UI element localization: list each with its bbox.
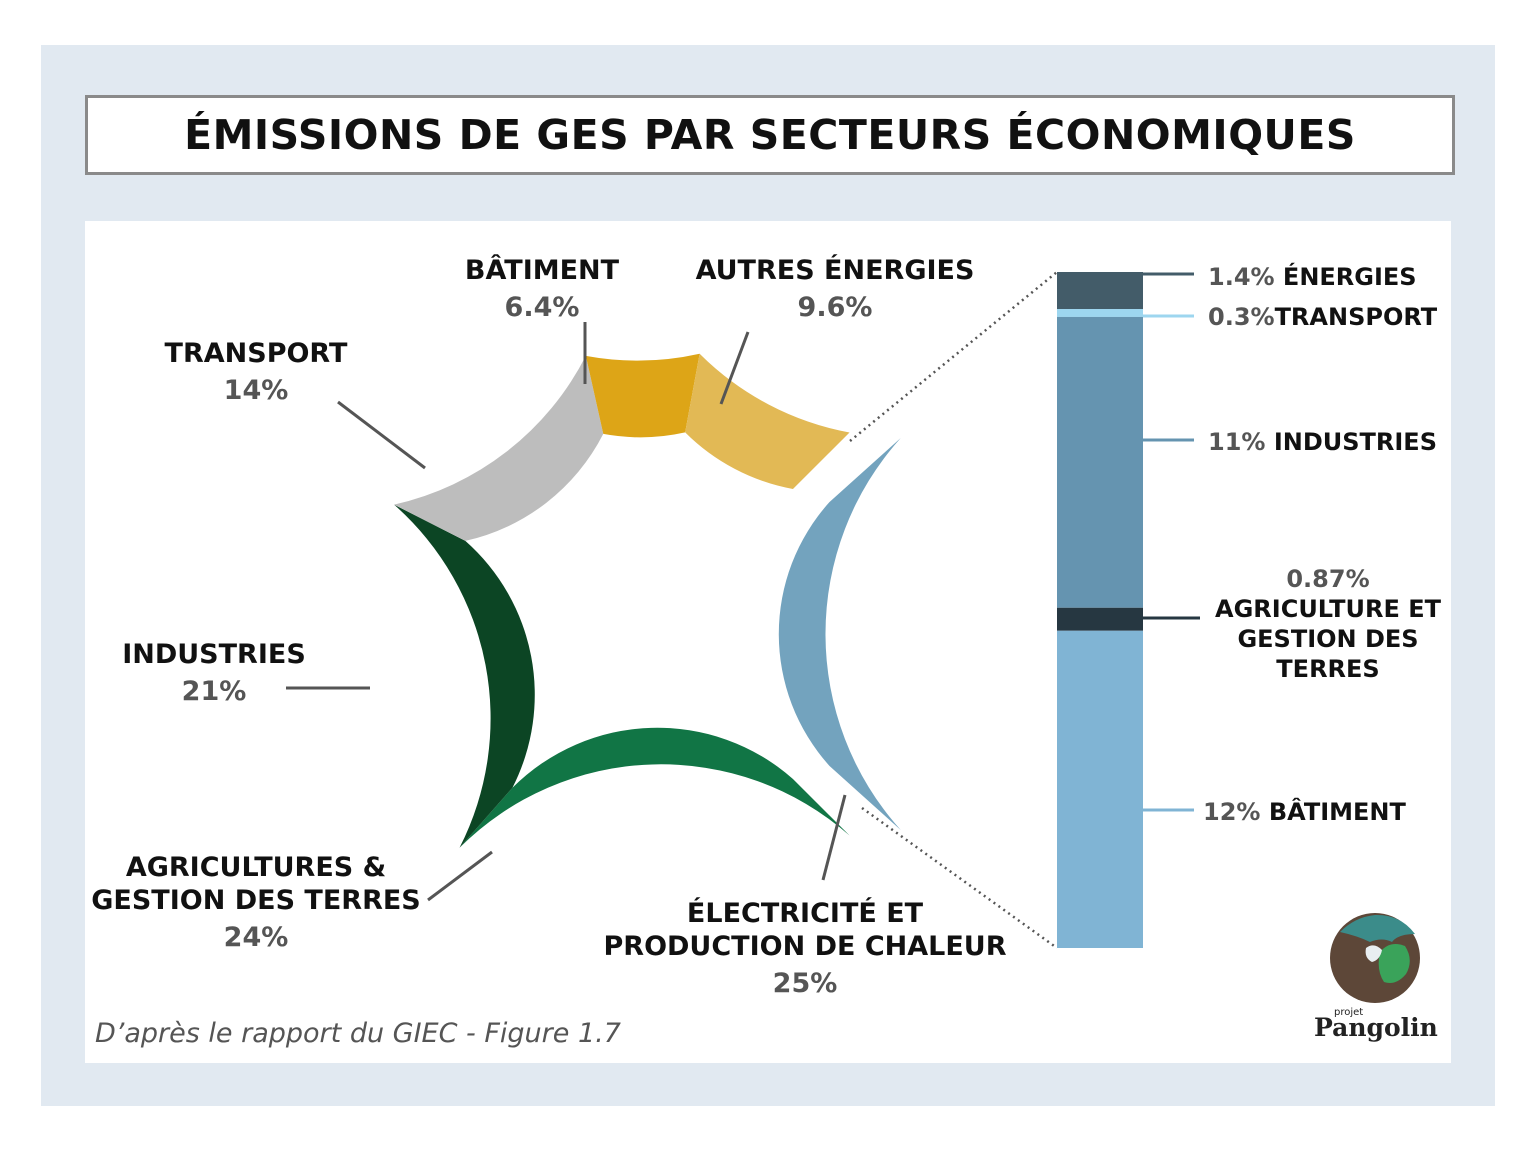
value-label-industries: 21%: [182, 676, 247, 707]
stacked-bar: [1057, 272, 1143, 948]
bar-value-energies: 1.4%: [1208, 263, 1283, 291]
logo-animal: [1365, 945, 1382, 962]
donut-slice-transport: [394, 355, 604, 541]
bar-label-energies: 1.4% ÉNERGIES: [1208, 262, 1417, 291]
donut-slice-batiment: [585, 353, 700, 438]
label-autres-energies: AUTRES ÉNERGIES: [696, 254, 975, 286]
logo-land: [1378, 944, 1410, 983]
bar-label-transport: 0.3%TRANSPORT: [1208, 303, 1438, 331]
bar-value-transport: 0.3%: [1208, 303, 1275, 331]
donut-slice-agricultures-gestion-des-terres: [459, 727, 850, 848]
logo-caption-name: Pangolin: [1314, 1013, 1438, 1042]
label-industries: INDUSTRIES: [122, 639, 306, 670]
value-label-electricite-et-production-de-chaleur: 25%: [773, 968, 838, 999]
logo-sea: [1340, 914, 1415, 942]
bar-label-agriculture-et-gestion-des-terres: AGRICULTURE ET GESTION DES TERRES: [1215, 595, 1442, 683]
label-line: GESTION DES TERRES: [91, 885, 421, 916]
value-label-batiment: 6.4%: [505, 292, 580, 323]
bar-name-batiment: BÂTIMENT: [1269, 797, 1407, 826]
bar-value-industries: 11%: [1208, 428, 1274, 456]
donut-slice-industries: [394, 504, 535, 848]
label-line: TERRES: [1276, 655, 1379, 683]
bar-label-batiment: 12% BÂTIMENT: [1203, 797, 1406, 826]
bar-segment-industries: [1057, 316, 1143, 608]
bar-value-agriculture-et-gestion-des-terres: 0.87%: [1286, 565, 1369, 593]
bar-segment-energies: [1057, 272, 1143, 310]
donut-chart: [394, 353, 901, 848]
label-line: AGRICULTURES &: [126, 852, 386, 883]
chart-title: ÉMISSIONS DE GES PAR SECTEURS ÉCONOMIQUE…: [184, 111, 1356, 159]
label-line: AUTRES ÉNERGIES: [696, 254, 975, 286]
value-label-agricultures-gestion-des-terres: 24%: [224, 922, 289, 953]
label-line: TRANSPORT: [165, 338, 348, 369]
bar-name-industries: INDUSTRIES: [1274, 428, 1437, 456]
leader-line-agricultures-gestion-des-terres: [427, 850, 493, 902]
donut-slice-autres-energies: [685, 353, 850, 490]
donut-leader-lines: [286, 322, 847, 902]
value-label-transport: 14%: [224, 375, 289, 406]
label-line: ÉLECTRICITÉ ET: [687, 897, 924, 929]
value-label-autres-energies: 9.6%: [798, 292, 873, 323]
label-line: GESTION DES: [1237, 625, 1418, 653]
zoom-connector-lines: [849, 271, 1058, 950]
title-box: ÉMISSIONS DE GES PAR SECTEURS ÉCONOMIQUE…: [85, 95, 1455, 175]
label-line: AGRICULTURE ET: [1215, 595, 1442, 623]
bar-name-energies: ÉNERGIES: [1283, 262, 1417, 291]
bar-label-industries: 11% INDUSTRIES: [1208, 428, 1437, 456]
bar-segment-transport: [1057, 309, 1143, 317]
stacked-bar-labels: 1.4% ÉNERGIES 0.3%TRANSPORT 11% INDUSTRIES…: [1143, 262, 1442, 826]
leader-line-autres-energies: [719, 331, 750, 405]
leader-line-electricite-et-production-de-chaleur: [821, 794, 847, 881]
source-note: D’après le rapport du GIEC - Figure 1.7: [95, 1018, 621, 1049]
label-electricite-et-production-de-chaleur: ÉLECTRICITÉ ET PRODUCTION DE CHALEUR: [603, 897, 1006, 962]
bar-segment-batiment: [1057, 630, 1143, 948]
label-line: INDUSTRIES: [122, 639, 306, 670]
bar-segment-agriculture-et-gestion-des-terres: [1057, 607, 1143, 631]
donut-slice-electricite-et-production-de-chaleur: [778, 437, 901, 831]
label-batiment: BÂTIMENT: [465, 254, 620, 286]
label-agricultures-gestion-des-terres: AGRICULTURES & GESTION DES TERRES: [91, 852, 421, 916]
pangolin-logo: [1330, 913, 1420, 1003]
bar-value-batiment: 12%: [1203, 798, 1269, 826]
leader-line-transport: [337, 400, 426, 470]
label-transport: TRANSPORT: [165, 338, 348, 369]
bar-name-transport: TRANSPORT: [1275, 303, 1438, 331]
zoom-line-top: [849, 271, 1058, 442]
chart-panel: [85, 221, 1451, 1063]
donut-labels: ÉLECTRICITÉ ET PRODUCTION DE CHALEUR 25% AG…: [91, 254, 1006, 999]
logo-caption-small: projet: [1334, 1007, 1364, 1018]
zoom-line-bottom: [861, 806, 1058, 950]
label-line: PRODUCTION DE CHALEUR: [603, 931, 1006, 962]
label-line: BÂTIMENT: [465, 254, 620, 286]
